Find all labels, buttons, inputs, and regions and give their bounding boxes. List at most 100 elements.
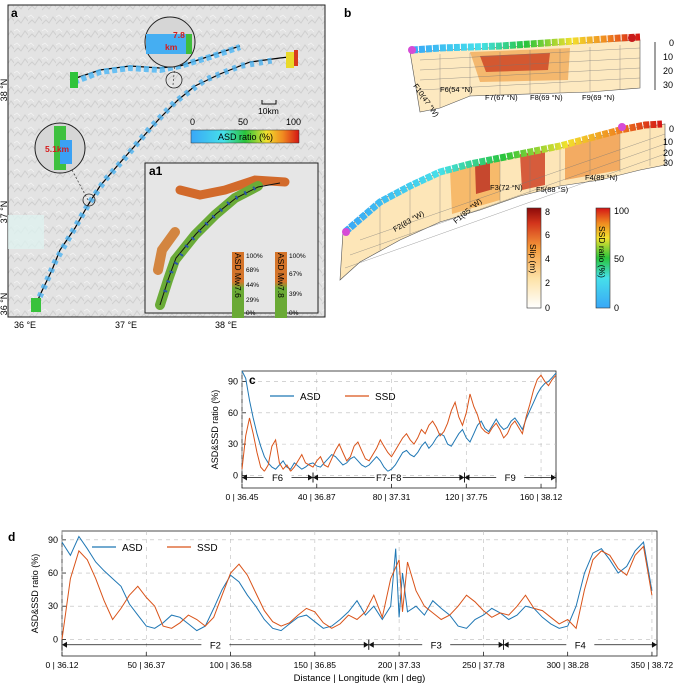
upper-depth-30: 30 <box>663 80 673 90</box>
lower-depth-30: 30 <box>663 158 673 168</box>
panel-a: a 7.8 km 5.1km 10km 0 50 100 ASD ratio <box>0 4 326 330</box>
x-tick-label: 120 | 37.75 <box>445 492 488 502</box>
series-line-ssd <box>61 545 653 640</box>
segment-label-bg <box>566 638 595 651</box>
inset-bar1-tick-0: 0% <box>246 310 256 317</box>
fault-label-f4: F4(89 °N) <box>585 173 618 182</box>
zoom1-bar-green <box>186 34 192 54</box>
x-tick-label: 200 | 37.33 <box>378 660 421 670</box>
lower-grid <box>344 126 666 269</box>
slip-patch-lower-4 <box>475 162 490 194</box>
inset-bar1-tick-68: 68% <box>246 267 259 274</box>
segment-arrow-left <box>62 641 67 648</box>
y-axis-label: ASD&SSD ratio (%) <box>30 554 40 634</box>
lower-depth-10: 10 <box>663 137 673 147</box>
panel-b-letter: b <box>344 6 351 20</box>
segment-label: F2 <box>210 640 221 651</box>
segment-label-bg <box>374 471 403 484</box>
lon-label-37: 37 °E <box>115 320 137 330</box>
x-tick-label: 80 | 37.31 <box>373 492 411 502</box>
ssd-tick-100: 100 <box>614 206 629 216</box>
segment-label-bg <box>201 638 230 651</box>
zoom2-target <box>82 193 96 207</box>
inset-bar1-tick-44: 44% <box>246 282 259 289</box>
x-tick-label: 350 | 38.72 <box>631 660 674 670</box>
inset-a1: a1 ASD Mw7.6 ASD Mw7.8 100% 68% 44% 29% … <box>144 162 319 318</box>
legend-label: SSD <box>197 543 218 554</box>
ssd-dots-upper <box>411 33 641 54</box>
cbar-tick-0: 0 <box>190 117 195 127</box>
fault-label-f6: F6(54 °N) <box>440 85 473 94</box>
inset-letter: a1 <box>149 164 163 178</box>
lower-depth-0: 0 <box>669 124 674 134</box>
panel-b: b 0 10 20 30 F10(47 °W) F6(54 °N) F7(67 … <box>339 6 674 313</box>
asd-patch-yellow <box>286 52 294 68</box>
upper-depth-20: 20 <box>663 66 673 76</box>
x-tick-label: 160 | 38.12 <box>520 492 563 502</box>
segment-label: F4 <box>575 640 586 651</box>
x-tick-label: 300 | 38.28 <box>546 660 589 670</box>
upper-depth-10: 10 <box>663 52 673 62</box>
segment-arrow-left <box>313 474 319 481</box>
legend-label: ASD <box>122 543 143 554</box>
fault-label-f7: F7(67 °N) <box>485 93 518 102</box>
inset-bar2 <box>275 252 287 318</box>
segment-arrow-right <box>498 641 504 648</box>
lat-label-38: 38 °N <box>0 79 9 102</box>
scalebar <box>261 100 277 105</box>
y-tick-label: 90 <box>48 535 58 545</box>
slip-tick-0: 0 <box>545 303 550 313</box>
segment-arrow-right <box>551 474 556 481</box>
upper-grid <box>419 45 641 108</box>
x-tick-label: 150 | 36.85 <box>294 660 337 670</box>
inset-strip-orange <box>175 175 290 200</box>
asd-dots-north <box>72 44 241 85</box>
x-tick-label: 50 | 36.37 <box>127 660 165 670</box>
segment-label-bg <box>496 471 525 484</box>
asd-patch-green2 <box>31 298 41 312</box>
y-tick-label: 0 <box>53 634 58 644</box>
segment-label: F7-F8 <box>376 473 401 484</box>
zoom1-depth: 7.8 <box>173 30 185 40</box>
chart-letter: d <box>8 530 15 544</box>
inset-bar1-title: ASD Mw7.6 <box>233 253 243 298</box>
segment-arrow-left <box>503 641 509 648</box>
lat-label-37: 37 °N <box>0 201 9 224</box>
asd-patch-green <box>70 72 78 88</box>
legend-label: SSD <box>375 392 396 403</box>
zoom1-target <box>165 71 183 89</box>
asd-colorbar-label: ASD ratio (%) <box>218 132 273 142</box>
chart-d: 0 30 60 90 0 | 36.12 50 | 36.37 100 | 36.58 150… <box>8 530 673 684</box>
ssd-tick-0: 0 <box>614 303 619 313</box>
fault-label-f3: F3(72 °N) <box>490 183 523 192</box>
lower-end-marker <box>342 228 350 236</box>
inset-bar2-tick-100: 100% <box>289 253 306 260</box>
lat-label-36: 36 °N <box>0 293 9 316</box>
ssd-colorbar-label: SSD ratio (%) <box>597 226 607 278</box>
series-line-asd <box>61 535 653 632</box>
asd-colorbar <box>190 129 300 144</box>
slip-patch-lower-2 <box>520 150 545 190</box>
x-tick-label: 100 | 36.58 <box>209 660 252 670</box>
inset-bar2-tick-0: 0% <box>289 310 299 317</box>
segment-arrow-right <box>308 474 314 481</box>
map-lake <box>8 215 44 249</box>
inset-dots <box>163 186 256 293</box>
segment-arrow-right <box>363 641 369 648</box>
y-tick-label: 30 <box>228 439 238 449</box>
ssd-tick-50: 50 <box>614 254 624 264</box>
fault-label-f5: F5(88 °S) <box>536 185 569 194</box>
segment-label: F9 <box>505 473 516 484</box>
slip-colorbar-label: Slip (m) <box>528 244 538 273</box>
zoom1-bar-blue <box>146 34 188 54</box>
upper-depth-0: 0 <box>669 38 674 48</box>
inset-bar2-tick-39: 39% <box>289 291 302 298</box>
segment-label-bg <box>263 471 292 484</box>
chart-letter: c <box>249 373 256 387</box>
legend-label: ASD <box>300 392 321 403</box>
y-axis-label: ASD&SSD ratio (%) <box>210 390 220 470</box>
cbar-tick-50: 50 <box>238 117 248 127</box>
inset-bar1 <box>232 252 244 318</box>
slip-patch-upper-dark <box>480 53 550 72</box>
segment-arrow-left <box>464 474 470 481</box>
